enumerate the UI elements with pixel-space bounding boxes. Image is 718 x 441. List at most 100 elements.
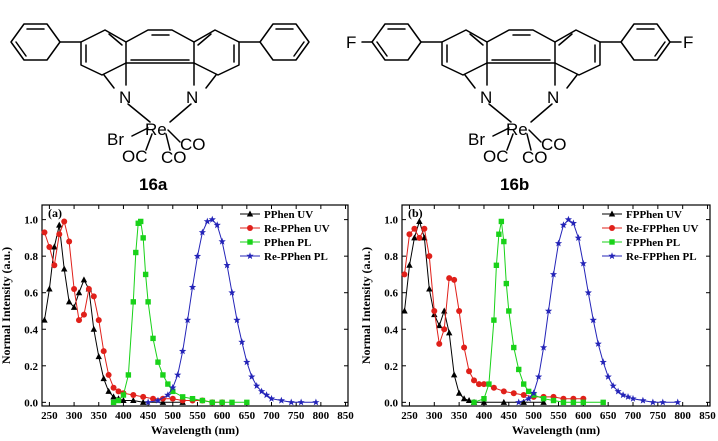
x-tick-label: 550: [550, 410, 567, 422]
data-point: [406, 261, 413, 268]
series-pphen-uv: [41, 221, 186, 405]
series-re-pphen-pl: [144, 215, 320, 406]
data-point: [609, 382, 617, 389]
data-point: [130, 392, 137, 399]
data-point: [481, 395, 487, 402]
molecule-bonds-16a: [10, 23, 310, 151]
data-point: [521, 381, 527, 387]
data-point: [614, 387, 622, 395]
y-tick-label: 0.2: [24, 361, 38, 373]
carbonyl-label: OC: [122, 147, 148, 166]
data-point: [520, 392, 527, 399]
data-point: [530, 389, 538, 397]
data-point: [569, 219, 577, 227]
data-point: [401, 307, 408, 314]
data-point: [71, 286, 78, 293]
x-tick-label: 800: [313, 410, 330, 422]
series-fpphen-uv: [401, 217, 547, 405]
carbonyl-label: CO: [180, 135, 206, 154]
data-point: [154, 396, 162, 404]
y-tick-label: 0.6: [384, 288, 398, 300]
legend-label: FPPhen PL: [626, 237, 680, 249]
data-point: [56, 231, 63, 238]
data-point: [233, 316, 241, 324]
x-tick-label: 350: [451, 410, 468, 422]
data-point: [203, 217, 211, 225]
data-point: [209, 399, 215, 406]
chart-panel-b: 250 300 350 400 450 500 550 600 650 700 750 800 850 0…: [359, 204, 716, 437]
data-point: [594, 340, 602, 347]
x-tick-label: 850: [699, 410, 716, 422]
data-point: [41, 229, 48, 236]
data-point: [426, 253, 433, 260]
y-tick-label: 0.4: [24, 324, 38, 336]
data-point: [445, 329, 453, 336]
data-point: [599, 358, 607, 366]
data-point: [525, 388, 532, 395]
data-point: [619, 391, 627, 399]
compound-label-16a: 16a: [139, 175, 168, 194]
data-point: [297, 398, 305, 406]
x-tick-label: 300: [426, 410, 443, 422]
x-tick-label: 500: [165, 410, 182, 422]
series-line: [404, 219, 544, 403]
data-point: [580, 399, 587, 406]
data-point: [65, 298, 73, 305]
data-point: [70, 303, 78, 310]
data-point: [243, 358, 251, 366]
data-point: [125, 372, 132, 378]
y-axis-label: Normal Intensity (a.u.): [359, 247, 373, 364]
data-point: [559, 221, 568, 229]
data-point: [140, 393, 147, 400]
data-point: [450, 371, 458, 378]
data-point: [229, 399, 235, 406]
legend-label: PPhen PL: [264, 237, 311, 249]
data-point: [189, 395, 196, 402]
data-point: [540, 398, 547, 405]
y-tick-label: 1.0: [24, 215, 38, 227]
data-point: [436, 322, 443, 329]
data-point: [51, 262, 58, 269]
data-point: [90, 325, 98, 332]
y-tick-label: 1.0: [384, 215, 398, 227]
x-tick-label: 600: [575, 410, 592, 422]
panel-tag: (a): [48, 206, 62, 220]
legend-marker: [608, 210, 616, 217]
x-tick-label: 450: [501, 410, 518, 422]
x-tick-label: 450: [140, 410, 157, 422]
data-point: [520, 398, 527, 405]
data-point: [46, 285, 53, 292]
data-point: [584, 288, 592, 296]
data-point: [460, 395, 468, 402]
data-point: [110, 399, 117, 406]
data-point: [574, 234, 582, 241]
x-tick-label: 650: [239, 410, 256, 422]
data-point: [174, 371, 182, 378]
data-point: [511, 344, 517, 351]
legend-marker: [246, 210, 254, 217]
y-tick-label: 0.0: [384, 397, 398, 409]
data-point: [500, 388, 507, 395]
data-point: [624, 393, 632, 400]
data-point: [421, 225, 428, 232]
data-point: [46, 244, 53, 251]
data-point: [436, 340, 443, 347]
x-axis-label: Wavelength (nm): [512, 423, 600, 437]
data-point: [493, 262, 500, 268]
data-point: [540, 343, 548, 351]
data-point: [95, 353, 102, 360]
data-point: [95, 317, 102, 324]
rhenium-atom-label: Re: [145, 120, 167, 139]
data-point: [426, 285, 433, 292]
data-point: [142, 271, 149, 278]
data-point: [165, 381, 171, 387]
legend-marker: [246, 252, 254, 260]
x-tick-label: 250: [41, 410, 58, 422]
data-point: [639, 396, 647, 404]
data-point: [133, 249, 139, 256]
data-point: [80, 276, 88, 283]
data-point: [198, 228, 206, 236]
data-point: [263, 391, 271, 399]
data-point: [416, 217, 423, 224]
data-point: [540, 395, 547, 402]
